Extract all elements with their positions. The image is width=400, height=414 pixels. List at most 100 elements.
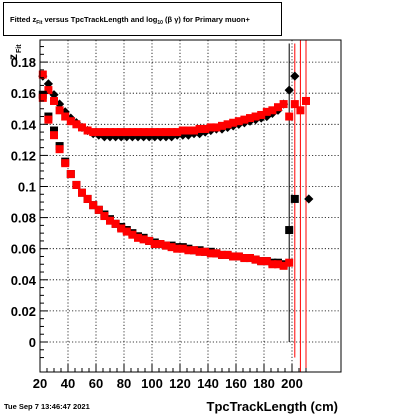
data-point-square xyxy=(223,120,232,129)
data-point-square xyxy=(134,233,142,242)
data-point-square xyxy=(83,194,92,203)
data-point-square xyxy=(201,124,210,133)
data-point-square xyxy=(246,114,254,123)
data-point-square xyxy=(195,247,204,256)
data-point-square xyxy=(218,250,226,259)
data-point-square xyxy=(257,257,266,266)
data-point-square xyxy=(223,250,232,259)
data-point-square xyxy=(285,226,294,235)
data-point-square xyxy=(55,106,64,115)
data-point-square xyxy=(38,93,47,102)
data-point-square xyxy=(229,118,238,127)
data-point-square xyxy=(240,254,249,263)
data-point-square xyxy=(55,145,64,154)
data-point-square xyxy=(66,117,75,126)
data-point-square xyxy=(268,106,277,115)
data-point-square xyxy=(44,86,53,95)
data-point-square xyxy=(195,124,204,133)
y-axis-label: z Fit xyxy=(6,44,23,60)
data-point-square xyxy=(246,254,254,263)
data-point-square xyxy=(122,128,131,137)
data-point-square xyxy=(72,180,81,189)
data-point-diamond xyxy=(290,71,300,81)
data-point-square xyxy=(128,230,137,239)
data-point-square xyxy=(279,261,288,270)
data-point-square xyxy=(150,240,159,249)
data-point-square xyxy=(89,128,98,137)
data-point-square xyxy=(162,128,170,137)
x-tick-label: 40 xyxy=(61,376,75,391)
axis-ticks: 20 40 60 80 100 120 140 160 180 200 0 0.02 0.04 0.06 0… xyxy=(11,46,307,391)
data-point-square xyxy=(111,128,120,137)
data-points xyxy=(38,40,314,372)
data-point-square xyxy=(268,260,277,269)
x-axis-label: TpcTrackLength (cm) xyxy=(207,399,338,414)
data-point-square xyxy=(156,128,165,137)
data-point-square xyxy=(167,243,176,252)
data-point-square xyxy=(201,247,210,256)
data-point-diamond xyxy=(105,132,115,142)
y-axis-label-z: z xyxy=(6,54,20,60)
x-tick-label: 20 xyxy=(33,376,47,391)
data-point-square xyxy=(274,103,282,112)
data-point-square xyxy=(178,126,187,135)
plot-border xyxy=(39,39,342,373)
data-point-square xyxy=(184,246,193,255)
title-prefix: Fitted z xyxy=(10,15,37,24)
data-point-square xyxy=(100,128,109,137)
data-point-square xyxy=(262,257,271,266)
x-tick-label: 180 xyxy=(253,376,275,391)
data-point-square xyxy=(274,260,282,269)
data-point-square xyxy=(145,128,154,137)
data-point-square xyxy=(72,120,81,129)
y-tick-label: 0 xyxy=(29,335,36,350)
data-point-square xyxy=(178,244,187,253)
y-axis-label-subscript: Fit xyxy=(16,44,23,53)
title-box: Fitted zFit versus TpcTrackLength and lo… xyxy=(3,2,282,36)
data-point-square xyxy=(302,96,310,105)
data-point-diamond xyxy=(284,85,294,95)
x-tick-label: 100 xyxy=(141,376,163,391)
timestamp: Tue Sep 7 13:46:47 2021 xyxy=(4,402,90,411)
data-point-square xyxy=(206,249,215,258)
data-point-square xyxy=(173,128,182,137)
data-point-square xyxy=(50,131,58,140)
data-point-square xyxy=(89,201,98,210)
y-tick-label: 0.02 xyxy=(11,304,36,319)
data-point-square xyxy=(290,194,299,203)
data-point-square xyxy=(106,216,114,225)
data-point-square xyxy=(100,212,109,221)
data-point-square xyxy=(61,112,70,121)
data-point-square xyxy=(106,128,114,137)
x-tick-label: 60 xyxy=(89,376,103,391)
data-point-square xyxy=(66,170,75,179)
data-point-square xyxy=(251,112,260,121)
data-point-square xyxy=(190,246,198,255)
data-point-square xyxy=(139,128,148,137)
data-point-diamond xyxy=(304,194,314,204)
chart-title: Fitted zFit versus TpcTrackLength and lo… xyxy=(10,15,250,26)
title-suffix: (β γ) for Primary muon+ xyxy=(162,15,250,24)
title-middle: versus TpcTrackLength and log xyxy=(42,15,158,24)
data-point-square xyxy=(173,244,182,253)
data-point-square xyxy=(206,123,215,132)
title-z-subscript: Fit xyxy=(36,20,43,26)
data-point-square xyxy=(162,241,170,250)
data-point-square xyxy=(122,227,131,236)
y-tick-label: 0.08 xyxy=(11,211,36,226)
grid-lines xyxy=(40,40,341,372)
data-point-square xyxy=(229,252,238,261)
y-tick-label: 0.06 xyxy=(11,242,36,257)
data-point-square xyxy=(128,128,137,137)
data-point-square xyxy=(234,252,243,261)
y-tick-label: 0.18 xyxy=(11,55,36,70)
data-point-square xyxy=(94,205,103,214)
data-point-square xyxy=(83,126,92,135)
data-point-square xyxy=(212,123,221,132)
data-point-square xyxy=(251,255,260,264)
data-point-square xyxy=(94,128,103,137)
data-point-square xyxy=(61,159,70,168)
data-point-square xyxy=(184,126,193,135)
data-point-square xyxy=(212,249,221,258)
data-point-square xyxy=(262,107,271,116)
